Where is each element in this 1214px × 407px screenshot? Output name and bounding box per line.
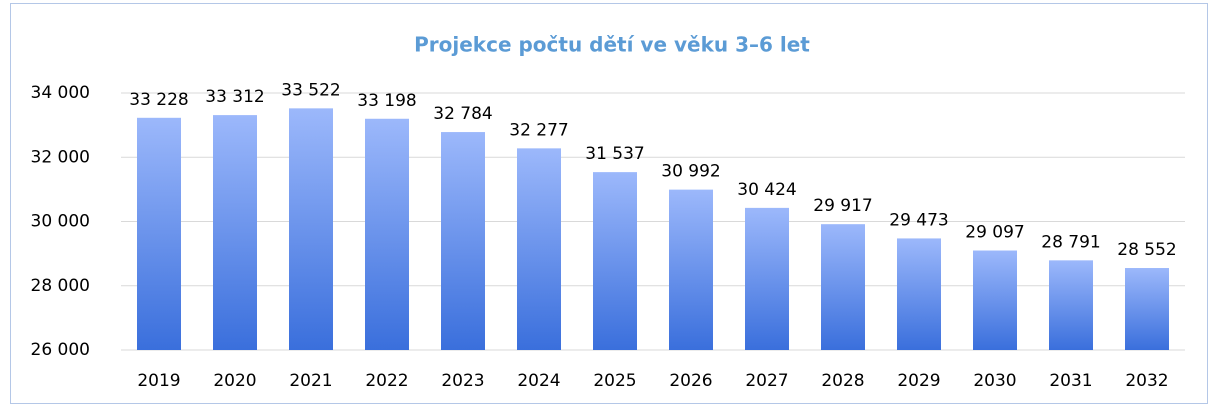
y-tick-label: 32 000 [31,147,90,167]
bar [1049,260,1093,350]
bar [593,172,637,350]
y-tick-label: 26 000 [31,340,90,360]
y-tick-label: 30 000 [31,212,90,232]
data-label: 29 097 [965,223,1024,243]
bar [137,117,181,350]
x-tick-label: 2030 [973,371,1016,391]
bar [745,207,789,350]
x-tick-label: 2024 [517,371,560,391]
data-label: 33 198 [357,91,416,111]
x-tick-label: 2032 [1125,371,1168,391]
x-tick-label: 2019 [137,371,180,391]
bar [1125,268,1169,350]
chart-border [10,3,1208,404]
data-label: 29 917 [813,196,872,216]
bar [669,189,713,350]
bar [213,115,257,351]
bar [973,250,1017,350]
x-tick-label: 2025 [593,371,636,391]
x-tick-label: 2020 [213,371,256,391]
data-label: 33 228 [129,90,188,110]
data-label: 33 312 [205,87,264,107]
x-tick-label: 2023 [441,371,484,391]
data-label: 31 537 [585,144,644,164]
x-tick-label: 2021 [289,371,332,391]
x-tick-label: 2026 [669,371,712,391]
data-label: 28 552 [1117,240,1176,260]
data-label: 32 784 [433,104,492,124]
bar [821,224,865,350]
y-tick-label: 28 000 [31,276,90,296]
x-tick-label: 2028 [821,371,864,391]
data-label: 30 992 [661,162,720,182]
chart-title: Projekce počtu dětí ve věku 3–6 let [414,33,810,57]
x-tick-label: 2022 [365,371,408,391]
data-label: 30 424 [737,180,796,200]
x-tick-label: 2027 [745,371,788,391]
y-tick-label: 34 000 [31,83,90,103]
bar [897,238,941,350]
bar [517,148,561,350]
x-tick-label: 2029 [897,371,940,391]
data-label: 33 522 [281,80,340,100]
data-label: 32 277 [509,120,568,140]
data-label: 29 473 [889,210,948,230]
x-tick-label: 2031 [1049,371,1092,391]
bar [365,118,409,350]
data-label: 28 791 [1041,232,1100,252]
bar [289,108,333,351]
bar [441,132,485,350]
